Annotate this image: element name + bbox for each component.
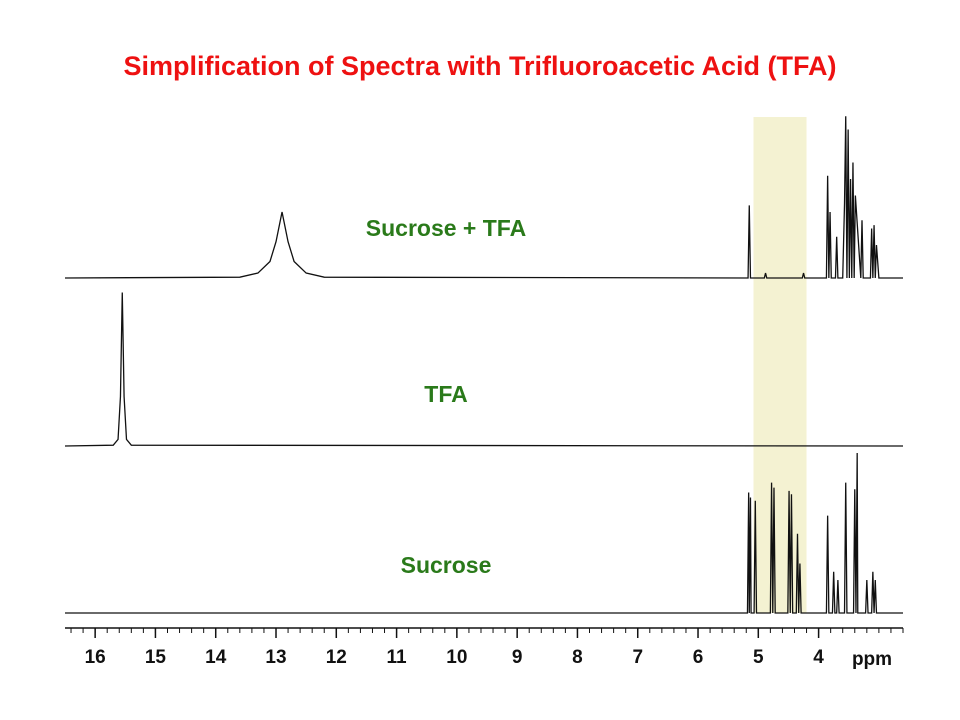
x-tick-label: 8 [572,647,583,668]
spectrum-label: Sucrose + TFA [366,215,526,241]
highlight-band [753,117,807,613]
x-tick-label: 7 [632,647,643,668]
x-tick-label: 16 [85,647,106,668]
spectrum-line [64,292,904,447]
spectrum-line [64,116,903,279]
x-tick-label: 12 [326,647,347,668]
spectrum-line [65,452,903,614]
x-tick-label: 14 [205,647,227,668]
x-axis-label: ppm [852,649,892,670]
x-tick-label: 11 [387,647,408,668]
spectrum-label: Sucrose [401,552,492,578]
x-tick-label: 13 [265,647,286,668]
chart-title: Simplification of Spectra with Trifluoro… [123,51,836,81]
x-tick-label: 6 [693,647,704,668]
x-tick-label: 15 [145,647,167,668]
x-tick-label: 5 [753,647,764,668]
x-tick-label: 10 [446,647,467,668]
x-tick-label: 9 [512,647,523,668]
spectrum-label: TFA [424,381,467,407]
x-tick-label: 4 [813,647,824,668]
